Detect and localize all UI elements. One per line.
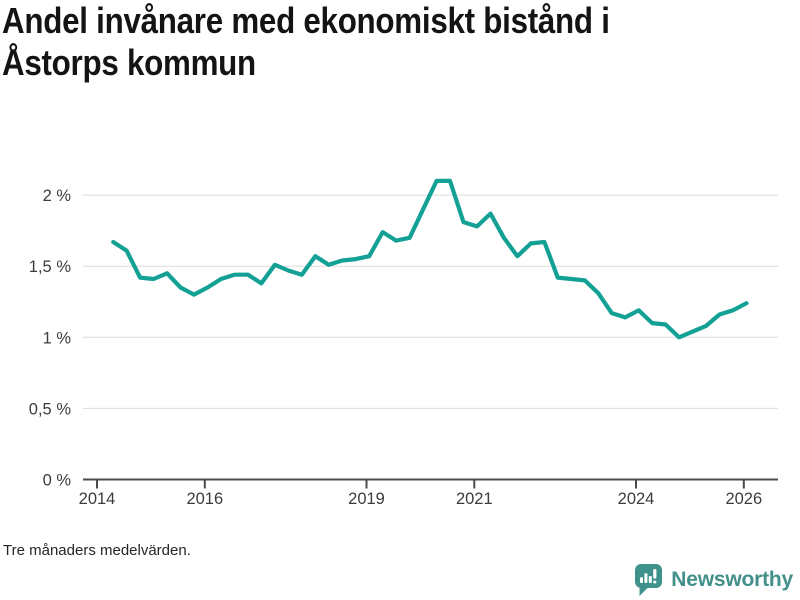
x-axis-label: 2019 <box>348 490 385 508</box>
x-axis-label: 2021 <box>456 490 493 508</box>
x-axis-label: 2014 <box>79 490 116 508</box>
y-axis-label: 1,5 % <box>29 258 72 276</box>
y-axis-label: 0 % <box>43 472 72 490</box>
x-axis-label: 2024 <box>618 490 655 508</box>
y-axis-label: 1 % <box>43 329 72 347</box>
newsworthy-icon <box>635 564 663 596</box>
data-series-line <box>111 178 749 340</box>
chart-title: Andel invånare med ekonomiskt bistånd i … <box>2 0 610 83</box>
y-axis-label: 2 % <box>43 187 72 205</box>
x-axis-label: 2016 <box>186 490 223 508</box>
chart-footnote: Tre månaders medelvärden. <box>3 542 191 559</box>
x-axis-label: 2026 <box>725 490 762 508</box>
newsworthy-wordmark: Newsworthy <box>671 568 793 591</box>
y-axis-label: 0,5 % <box>29 400 72 418</box>
newsworthy-logo: Newsworthy <box>634 563 793 597</box>
